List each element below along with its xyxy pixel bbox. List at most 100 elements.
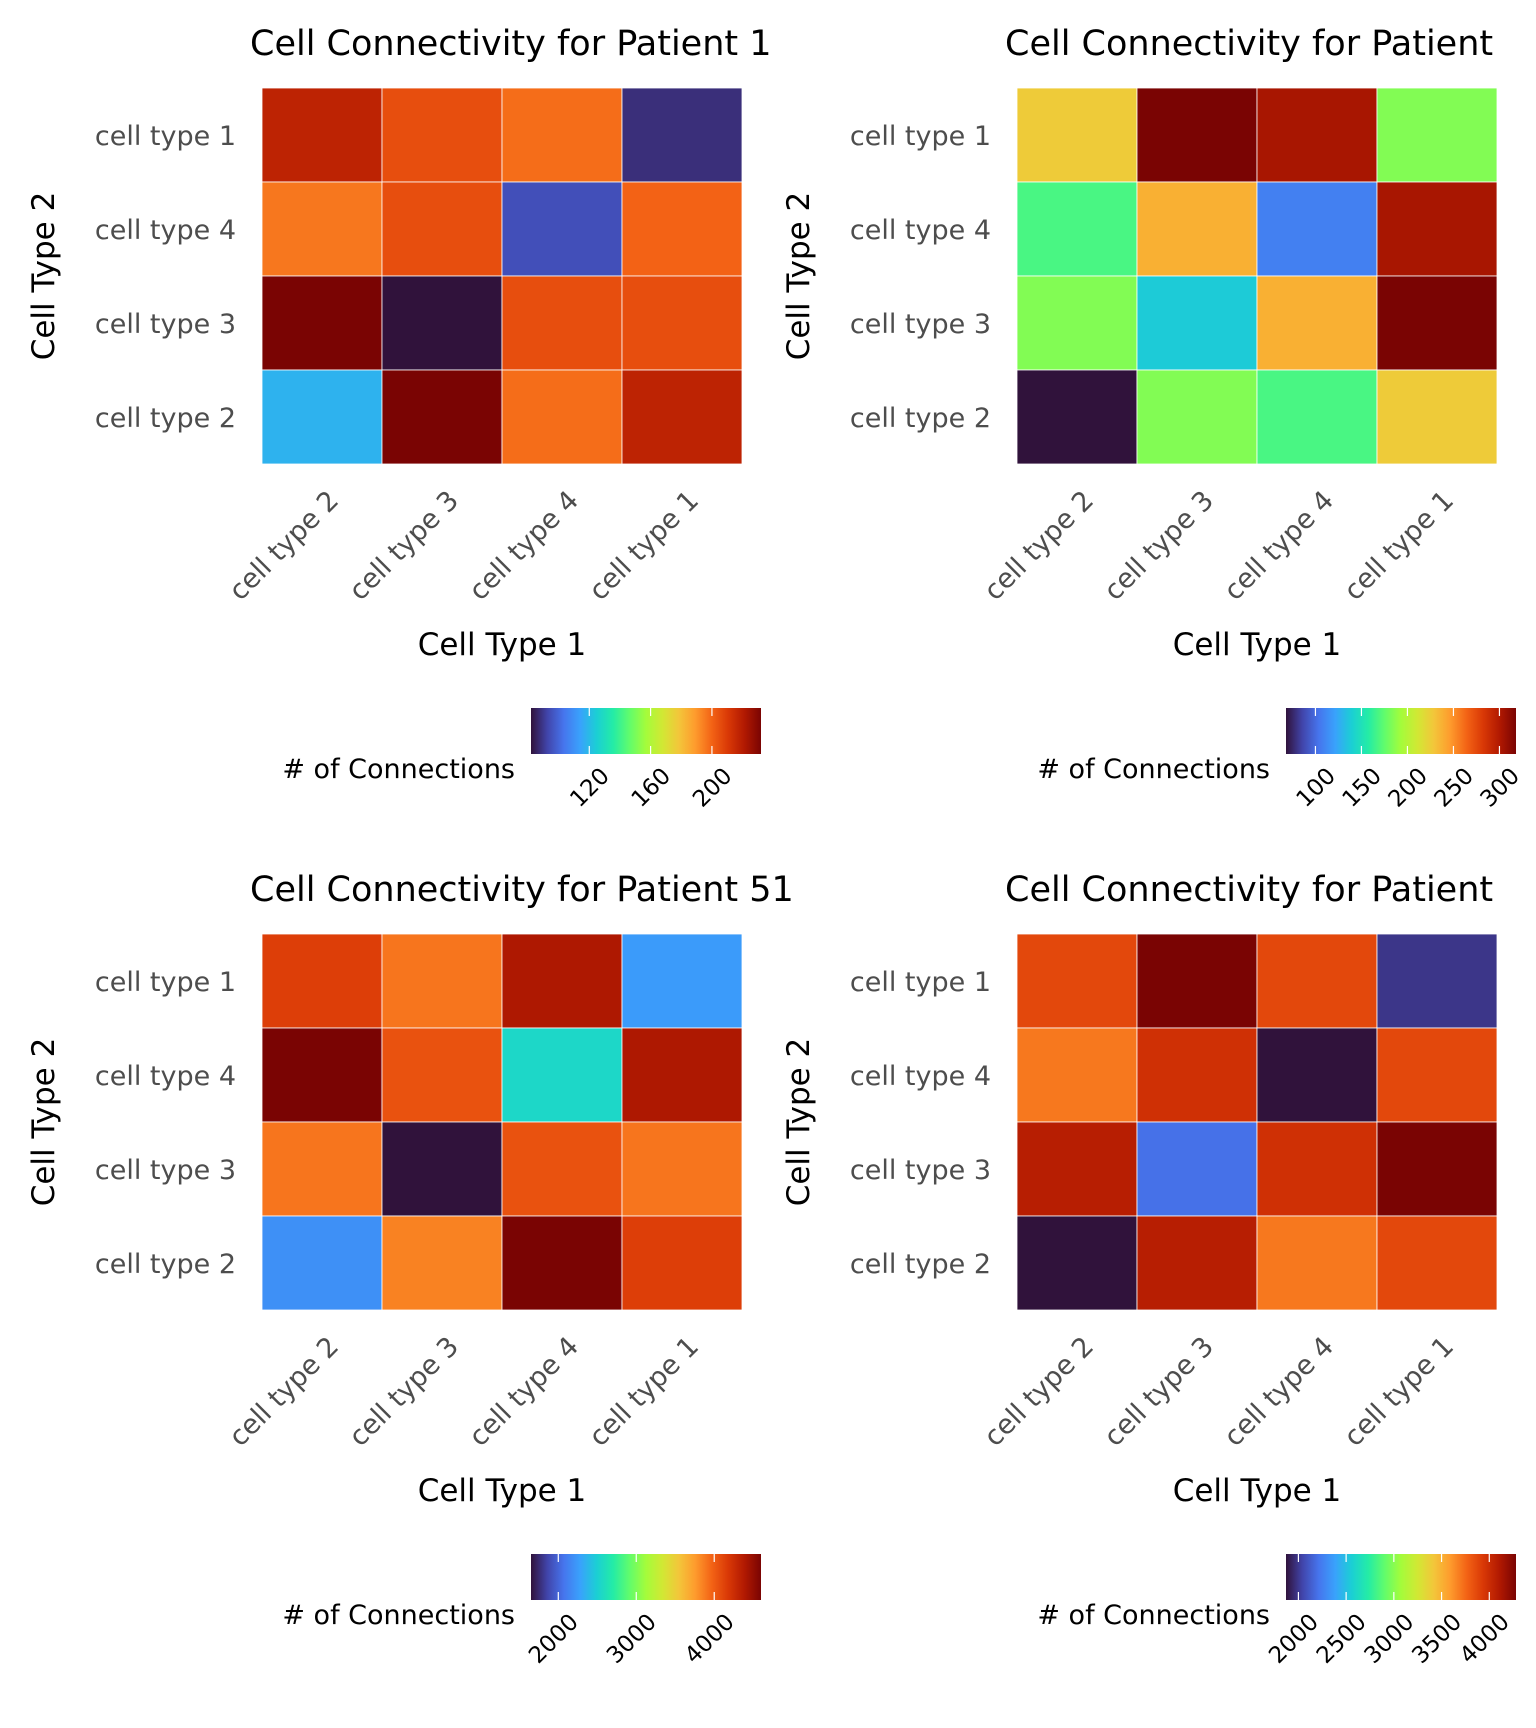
x-tick-label: cell type 1 bbox=[583, 485, 705, 607]
heatmap-cell bbox=[501, 1121, 623, 1217]
heatmap-cell bbox=[501, 369, 623, 465]
heatmap-cell bbox=[501, 1215, 623, 1311]
heatmap-cell bbox=[261, 87, 383, 183]
x-tick-label: cell type 2 bbox=[223, 485, 345, 607]
y-tick-label: cell type 4 bbox=[95, 1061, 236, 1092]
heatmap-cell bbox=[381, 933, 503, 1029]
heatmap-cell bbox=[501, 181, 623, 277]
heatmap-cell bbox=[1016, 1121, 1138, 1217]
heatmap-cell bbox=[1136, 275, 1258, 371]
legend-colorbar bbox=[1286, 1554, 1516, 1600]
x-tick-label: cell type 2 bbox=[223, 1331, 345, 1453]
legend-tick-label: 2000 bbox=[524, 1609, 584, 1669]
heatmap-cell bbox=[1256, 1215, 1378, 1311]
heatmap-cell bbox=[1016, 275, 1138, 371]
x-tick-label: cell type 4 bbox=[463, 485, 585, 607]
heatmap-cell bbox=[1376, 369, 1498, 465]
heatmap-cell bbox=[1016, 1215, 1138, 1311]
heatmap-cell bbox=[381, 369, 503, 465]
heatmap-cell bbox=[261, 181, 383, 277]
heatmap-cell bbox=[501, 933, 623, 1029]
y-tick-label: cell type 1 bbox=[95, 967, 236, 998]
heatmap-cell bbox=[1256, 275, 1378, 371]
heatmap-cell bbox=[1016, 1027, 1138, 1123]
legend-tick-label: 2500 bbox=[1312, 1609, 1372, 1669]
chart-title: Cell Connectivity for Patient 51 bbox=[250, 870, 794, 910]
heatmap-cell bbox=[1016, 87, 1138, 183]
heatmap-cell bbox=[501, 1027, 623, 1123]
legend-colorbar bbox=[531, 1554, 761, 1600]
heatmap-cell bbox=[1376, 1121, 1498, 1217]
heatmap-cell bbox=[1136, 1027, 1258, 1123]
y-tick-label: cell type 4 bbox=[95, 215, 236, 246]
heatmap-cell bbox=[621, 181, 743, 277]
y-axis-title: Cell Type 2 bbox=[26, 1038, 62, 1207]
x-tick-label: cell type 4 bbox=[463, 1331, 585, 1453]
legend-tick-label: 4000 bbox=[1455, 1609, 1515, 1669]
heatmap-cell bbox=[621, 369, 743, 465]
x-tick-label: cell type 4 bbox=[1218, 1331, 1340, 1453]
x-tick-label: cell type 2 bbox=[978, 1331, 1100, 1453]
heatmap-cell bbox=[1016, 181, 1138, 277]
heatmap-panel-2: Cell Connectivity for Patient cell type 1… bbox=[781, 24, 1525, 813]
heatmap-cell bbox=[1256, 369, 1378, 465]
y-tick-label: cell type 3 bbox=[850, 309, 991, 340]
heatmap-cell bbox=[261, 275, 383, 371]
heatmap-cell bbox=[1256, 87, 1378, 183]
x-tick-label: cell type 1 bbox=[1338, 1331, 1460, 1453]
heatmap-cell bbox=[501, 275, 623, 371]
x-tick-label: cell type 3 bbox=[343, 485, 465, 607]
legend-tick-label: 250 bbox=[1430, 763, 1479, 812]
x-tick-label: cell type 3 bbox=[1098, 485, 1220, 607]
y-tick-label: cell type 1 bbox=[850, 967, 991, 998]
legend-colorbar bbox=[1286, 708, 1516, 754]
y-tick-label: cell type 4 bbox=[850, 1061, 991, 1092]
heatmap-cell bbox=[1256, 181, 1378, 277]
legend-colorbar bbox=[531, 708, 761, 754]
chart-title: Cell Connectivity for Patient 1 bbox=[250, 24, 772, 64]
legend-tick-label: 100 bbox=[1292, 763, 1341, 812]
y-tick-label: cell type 1 bbox=[850, 121, 991, 152]
heatmap-cell bbox=[501, 87, 623, 183]
legend-tick-label: 120 bbox=[565, 763, 614, 812]
heatmap-cell bbox=[261, 933, 383, 1029]
heatmap-cell bbox=[1256, 1027, 1378, 1123]
legend-title: # of Connections bbox=[1037, 1600, 1270, 1631]
y-axis-title: Cell Type 2 bbox=[26, 192, 62, 361]
heatmap-cell bbox=[621, 1215, 743, 1311]
legend-title: # of Connections bbox=[1037, 754, 1270, 785]
heatmap-cell bbox=[1136, 369, 1258, 465]
x-axis-title: Cell Type 1 bbox=[1173, 1473, 1342, 1509]
chart-title: Cell Connectivity for Patient bbox=[1005, 24, 1493, 64]
heatmap-cell bbox=[381, 87, 503, 183]
heatmap-cell bbox=[1376, 1027, 1498, 1123]
x-axis-title: Cell Type 1 bbox=[418, 627, 587, 663]
x-axis-title: Cell Type 1 bbox=[1173, 627, 1342, 663]
heatmap-cell bbox=[1376, 87, 1498, 183]
x-tick-label: cell type 1 bbox=[583, 1331, 705, 1453]
y-tick-label: cell type 4 bbox=[850, 215, 991, 246]
y-axis-title: Cell Type 2 bbox=[781, 1038, 817, 1207]
heatmap-cell bbox=[1256, 933, 1378, 1029]
heatmap-cell bbox=[381, 181, 503, 277]
legend-title: # of Connections bbox=[282, 1600, 515, 1631]
heatmap-cell bbox=[261, 1215, 383, 1311]
x-tick-label: cell type 3 bbox=[1098, 1331, 1220, 1453]
legend-tick-label: 200 bbox=[1384, 763, 1433, 812]
heatmap-cell bbox=[621, 933, 743, 1029]
legend-tick-label: 150 bbox=[1338, 763, 1387, 812]
heatmap-cell bbox=[1376, 275, 1498, 371]
x-tick-label: cell type 2 bbox=[978, 485, 1100, 607]
heatmap-cell bbox=[621, 87, 743, 183]
heatmap-cell bbox=[381, 275, 503, 371]
x-tick-label: cell type 3 bbox=[343, 1331, 465, 1453]
y-tick-label: cell type 3 bbox=[850, 1155, 991, 1186]
heatmap-cell bbox=[1136, 1215, 1258, 1311]
y-tick-label: cell type 2 bbox=[95, 403, 236, 434]
heatmap-cell bbox=[381, 1215, 503, 1311]
heatmap-cell bbox=[261, 1121, 383, 1217]
legend-tick-label: 3000 bbox=[602, 1609, 662, 1669]
y-tick-label: cell type 3 bbox=[95, 309, 236, 340]
heatmap-panel-1: Cell Connectivity for Patient 1 cell type… bbox=[26, 24, 772, 813]
